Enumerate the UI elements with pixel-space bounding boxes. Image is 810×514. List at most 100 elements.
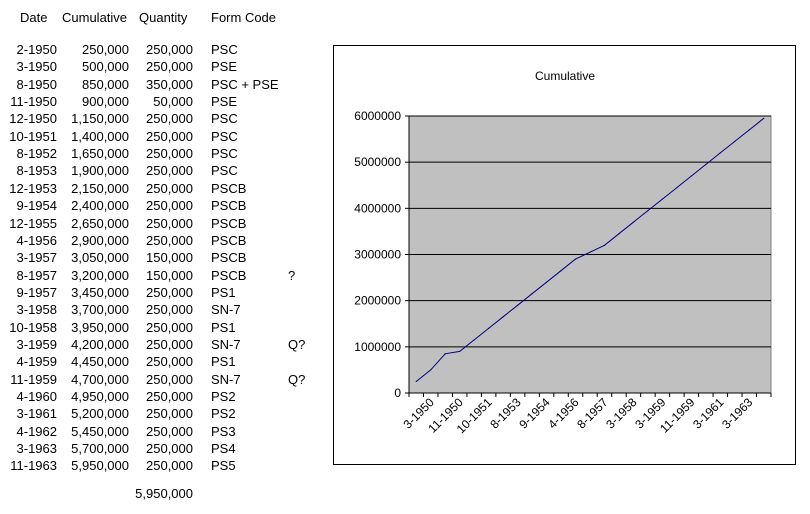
x-tick-label: 8-1953 [487, 395, 524, 432]
form-code-cell: PSCB [211, 232, 247, 248]
cumulative-cell: 5,700,000 [71, 441, 129, 457]
date-cell: 3-1961 [16, 406, 57, 422]
date-cell: 11-1963 [10, 458, 57, 474]
data-point [734, 140, 736, 142]
y-tick-label: 0 [394, 386, 401, 400]
form-code-cell: PSE [211, 59, 238, 75]
date-cell: 12-1953 [9, 180, 57, 196]
table-row: 11-1959 4,700,000 250,000 SN-7 Q? [0, 372, 330, 389]
quantity-cell: 250,000 [146, 215, 193, 231]
form-code-cell: PS3 [211, 423, 236, 439]
date-cell: 3-1963 [16, 441, 57, 457]
quantity-cell: 150,000 [146, 267, 193, 283]
data-point [603, 244, 606, 246]
quantity-cell: 250,000 [146, 389, 193, 404]
quantity-cell: 150,000 [146, 250, 193, 266]
date-cell: 8-1957 [16, 267, 57, 283]
date-cell: 9-1957 [16, 284, 57, 300]
note-cell: Q? [288, 371, 306, 387]
data-point [531, 293, 533, 295]
table-row: 4-1960 4,950,000 250,000 PS2 [0, 389, 330, 406]
data-point [517, 304, 519, 306]
cumulative-cell: 1,150,000 [71, 111, 129, 127]
cumulative-cell: 4,950,000 [71, 389, 129, 404]
form-code-cell: PSC [211, 128, 238, 144]
note-cell: Q? [288, 336, 306, 352]
table-row: 3-1961 5,200,000 250,000 PS2 [0, 406, 330, 423]
cumulative-cell: 5,450,000 [71, 423, 129, 439]
quantity-cell: 250,000 [146, 42, 193, 57]
form-code-cell: PS4 [211, 441, 236, 457]
x-tick-label: 3-1963 [719, 395, 756, 432]
cumulative-cell: 1,400,000 [71, 128, 129, 144]
table-row: 2-1950 250,000 250,000 PSC [0, 42, 330, 59]
form-code-cell: PSC [211, 111, 238, 127]
data-point [618, 233, 620, 235]
cumulative-cell: 3,450,000 [71, 284, 129, 300]
quantity-cell: 250,000 [146, 232, 193, 248]
cumulative-cell: 2,900,000 [71, 232, 129, 248]
header-quantity: Quantity [139, 10, 188, 25]
data-point [488, 327, 490, 329]
table-row: 4-1962 5,450,000 250,000 PS3 [0, 424, 330, 441]
table-row: 8-1957 3,200,000 150,000 PSCB? [0, 268, 330, 285]
form-code-cell: PSCB [211, 198, 247, 214]
data-point [719, 152, 721, 154]
quantity-cell: 250,000 [146, 458, 193, 474]
cumulative-cell: 4,700,000 [71, 371, 129, 387]
form-code-cell: PSC [211, 42, 238, 57]
data-point [459, 350, 461, 353]
form-code-cell: SN-7 [211, 371, 241, 387]
data-point [763, 117, 765, 119]
table-row: 8-1952 1,650,000 250,000 PSC [0, 146, 330, 163]
x-tick-label: 3-1961 [690, 395, 727, 432]
cumulative-cell: 4,200,000 [71, 336, 129, 352]
date-cell: 2-1950 [16, 42, 57, 57]
quantity-cell: 250,000 [146, 111, 193, 127]
date-cell: 4-1960 [16, 389, 57, 404]
date-cell: 10-1951 [9, 128, 57, 144]
table-row: 4-1959 4,450,000 250,000 PS1 [0, 354, 330, 371]
table-row: 8-1950 850,000 350,000 PSC + PSE [0, 77, 330, 94]
x-tick-label: 8-1957 [574, 395, 611, 432]
form-code-cell: PSC [211, 163, 238, 179]
header-form-code: Form Code [211, 10, 277, 25]
data-point [560, 270, 562, 272]
data-point [574, 258, 577, 260]
date-cell: 8-1950 [16, 76, 57, 92]
data-point [632, 221, 635, 223]
quantity-cell: 250,000 [146, 354, 193, 370]
form-code-cell: PS5 [211, 458, 236, 474]
form-code-cell: PSCB [211, 180, 247, 196]
date-cell: 3-1950 [16, 59, 57, 75]
quantity-cell: 250,000 [146, 146, 193, 162]
quantity-cell: 350,000 [146, 76, 193, 92]
form-code-cell: PS2 [211, 389, 236, 404]
table-row: 3-1958 3,700,000 250,000 SN-7 [0, 302, 330, 319]
data-point [676, 186, 678, 189]
table-row: 11-1950 900,000 50,000 PSE [0, 94, 330, 111]
cumulative-cell: 900,000 [82, 94, 129, 110]
date-cell: 11-1950 [10, 94, 57, 110]
quantity-cell: 250,000 [146, 441, 193, 457]
quantity-cell: 250,000 [146, 406, 193, 422]
form-code-cell: PS2 [211, 406, 236, 422]
date-cell: 10-1958 [9, 319, 57, 335]
table-row: 10-1951 1,400,000 250,000 PSC [0, 129, 330, 146]
date-cell: 8-1952 [16, 146, 57, 162]
cumulative-cell: 1,900,000 [71, 163, 129, 179]
date-cell: 8-1953 [16, 163, 57, 179]
chart-svg: Cumulative 0 1000000 2000000 3000000 4000000 5… [354, 69, 772, 436]
cumulative-cell: 3,700,000 [71, 302, 129, 318]
form-code-cell: SN-7 [211, 302, 241, 318]
table-row: 4-1956 2,900,000 250,000 PSCB [0, 233, 330, 250]
table-row: 11-1963 5,950,000 250,000 PS5 [0, 458, 330, 475]
y-tick-label: 5000000 [354, 155, 401, 169]
date-cell: 4-1962 [16, 423, 57, 439]
cumulative-cell: 3,050,000 [71, 250, 129, 266]
cumulative-cell: 850,000 [82, 76, 129, 92]
date-cell: 3-1959 [16, 336, 57, 352]
cumulative-cell: 4,450,000 [71, 354, 129, 370]
quantity-cell: 250,000 [146, 302, 193, 318]
quantity-cell: 250,000 [146, 319, 193, 335]
